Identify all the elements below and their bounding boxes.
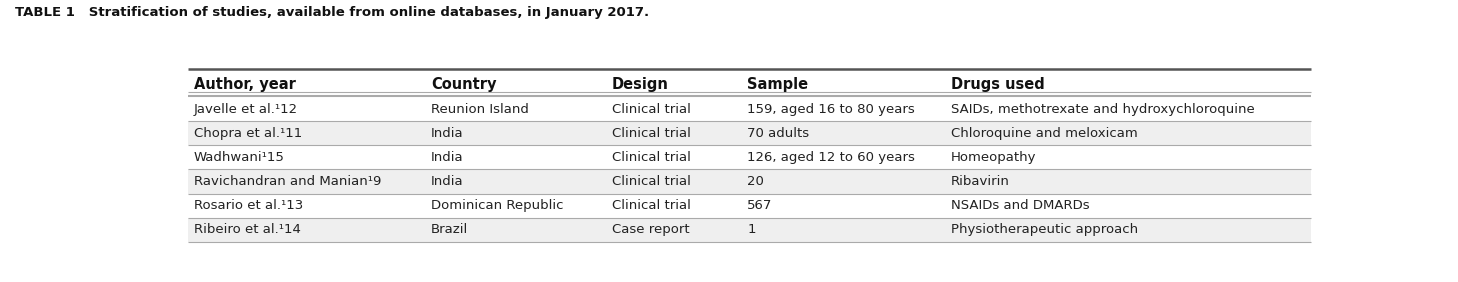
Text: 1: 1 xyxy=(746,223,755,236)
Text: Design: Design xyxy=(612,78,669,92)
Text: 159, aged 16 to 80 years: 159, aged 16 to 80 years xyxy=(746,103,916,116)
Bar xyxy=(188,169,1311,193)
Text: SAIDs, methotrexate and hydroxychloroquine: SAIDs, methotrexate and hydroxychloroqui… xyxy=(951,103,1254,116)
Text: Chloroquine and meloxicam: Chloroquine and meloxicam xyxy=(951,127,1137,140)
Text: 126, aged 12 to 60 years: 126, aged 12 to 60 years xyxy=(746,151,916,164)
Text: TABLE 1   Stratification of studies, available from online databases, in January: TABLE 1 Stratification of studies, avail… xyxy=(15,6,649,19)
Text: Clinical trial: Clinical trial xyxy=(612,199,691,212)
Text: Clinical trial: Clinical trial xyxy=(612,151,691,164)
Text: Ribavirin: Ribavirin xyxy=(951,175,1009,188)
Bar xyxy=(188,97,1311,121)
Text: India: India xyxy=(432,151,464,164)
Text: Clinical trial: Clinical trial xyxy=(612,175,691,188)
Text: Sample: Sample xyxy=(746,78,808,92)
Text: 70 adults: 70 adults xyxy=(746,127,809,140)
Text: Ravichandran and Manian¹9: Ravichandran and Manian¹9 xyxy=(194,175,381,188)
Bar xyxy=(188,121,1311,145)
Bar xyxy=(188,193,1311,218)
Bar xyxy=(188,145,1311,169)
Text: Chopra et al.¹11: Chopra et al.¹11 xyxy=(194,127,302,140)
Text: Ribeiro et al.¹14: Ribeiro et al.¹14 xyxy=(194,223,300,236)
Text: 567: 567 xyxy=(746,199,773,212)
Text: Homeopathy: Homeopathy xyxy=(951,151,1037,164)
Bar xyxy=(188,218,1311,242)
Text: Case report: Case report xyxy=(612,223,690,236)
Text: Drugs used: Drugs used xyxy=(951,78,1044,92)
Text: Reunion Island: Reunion Island xyxy=(432,103,529,116)
Text: Country: Country xyxy=(432,78,496,92)
Text: Brazil: Brazil xyxy=(432,223,468,236)
Text: Clinical trial: Clinical trial xyxy=(612,103,691,116)
Text: Author, year: Author, year xyxy=(194,78,296,92)
Text: Rosario et al.¹13: Rosario et al.¹13 xyxy=(194,199,303,212)
Text: Physiotherapeutic approach: Physiotherapeutic approach xyxy=(951,223,1137,236)
Text: Javelle et al.¹12: Javelle et al.¹12 xyxy=(194,103,297,116)
Text: NSAIDs and DMARDs: NSAIDs and DMARDs xyxy=(951,199,1089,212)
Text: India: India xyxy=(432,127,464,140)
Text: 20: 20 xyxy=(746,175,764,188)
Text: Wadhwani¹15: Wadhwani¹15 xyxy=(194,151,284,164)
Text: Clinical trial: Clinical trial xyxy=(612,127,691,140)
Text: Dominican Republic: Dominican Republic xyxy=(432,199,563,212)
Text: India: India xyxy=(432,175,464,188)
